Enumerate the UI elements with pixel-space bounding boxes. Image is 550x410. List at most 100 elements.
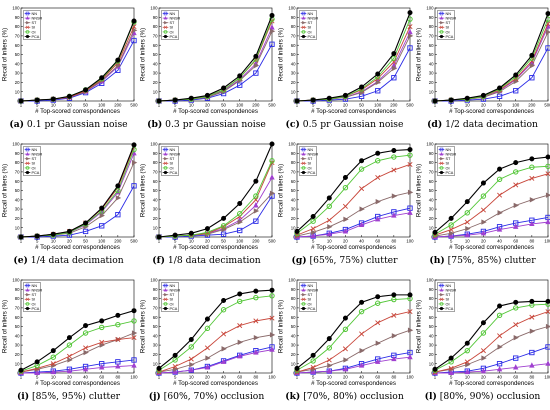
y-tick-label: 40: [153, 333, 158, 338]
x-tick-label: 5: [312, 103, 315, 108]
y-tick-label: 60: [153, 179, 158, 184]
point-nnsr-2: [326, 367, 332, 374]
legend-label-si: SI: [308, 26, 312, 30]
point-pca-7: [269, 287, 275, 293]
point-pca-5: [375, 150, 381, 156]
point-pca-6: [253, 53, 259, 59]
y-tick-label: 40: [15, 197, 20, 202]
y-tick-label: 40: [429, 197, 434, 202]
point-si-2: [50, 361, 56, 367]
series-st: [294, 189, 414, 239]
series-line-st: [434, 194, 549, 237]
legend-label-st: ST: [32, 21, 38, 25]
point-nn-6: [253, 218, 259, 224]
legend-marker-oi: [25, 166, 30, 170]
y-axis-label: Recall of inliers (%): [278, 164, 285, 217]
legend-marker-oi: [25, 302, 30, 306]
point-nnsr-5: [375, 216, 381, 222]
series-nnsr: [156, 346, 275, 376]
y-tick-label: 40: [153, 61, 158, 66]
point-pca-1: [34, 233, 40, 239]
point-nnsr-1: [34, 369, 40, 376]
y-tick-label: 100: [288, 278, 296, 283]
legend-marker-si: [301, 297, 306, 301]
point-pca-6: [529, 298, 535, 304]
point-nnsr-5: [513, 223, 519, 229]
y-tick-label: 30: [291, 207, 296, 212]
point-nnsr-2: [464, 368, 470, 375]
legend-label-nnsr: NNSR: [170, 153, 181, 157]
legend-label-st: ST: [170, 293, 176, 297]
legend-label-st: ST: [170, 157, 176, 161]
x-axis-label: # Top-scored correspondences: [35, 108, 120, 115]
caption-text: [65%, 75%) clutter: [306, 255, 398, 266]
series-line-nnsr: [435, 363, 549, 374]
x-tick-label: 100: [268, 375, 276, 380]
x-tick-label: 100: [98, 239, 106, 244]
y-tick-label: 100: [426, 278, 434, 283]
point-si-5: [513, 182, 519, 188]
point-pca-0: [18, 367, 24, 373]
y-axis-label: Recall of inliers (%): [278, 300, 285, 353]
point-pca-7: [269, 12, 275, 18]
y-tick-label: 70: [291, 306, 296, 311]
y-tick-label: 50: [153, 188, 158, 193]
y-tick-label: 10: [429, 361, 434, 366]
legend-marker-nn: [301, 11, 306, 16]
legend-label-nnsr: NNSR: [446, 153, 457, 157]
point-st-6: [529, 197, 536, 203]
x-tick-label: 10: [465, 375, 470, 380]
series-line-pca: [434, 156, 549, 233]
point-pca-4: [497, 303, 503, 309]
legend-label-st: ST: [32, 157, 38, 161]
y-tick-label: 80: [15, 24, 20, 29]
point-si-6: [253, 318, 259, 324]
y-tick-label: 40: [15, 61, 20, 66]
point-oi-5: [237, 211, 243, 217]
legend-label-nn: NN: [32, 12, 38, 16]
x-axis-label: # Top-scored correspondences: [311, 380, 396, 387]
point-pca-5: [513, 72, 519, 78]
point-si-7: [545, 171, 550, 177]
series-si: [294, 309, 413, 375]
y-tick-label: 60: [291, 179, 296, 184]
legend-label-oi: OI: [446, 166, 450, 170]
x-tick-label: 20: [481, 239, 486, 244]
legend-marker-oi: [25, 30, 30, 34]
point-oi-5: [513, 169, 519, 175]
point-si-1: [172, 363, 178, 370]
point-pca-2: [326, 95, 332, 101]
series-line-nnsr: [434, 221, 549, 238]
legend-marker-nn: [439, 147, 444, 152]
legend-label-st: ST: [170, 21, 176, 25]
point-pca-7: [269, 141, 275, 147]
y-tick-label: 20: [429, 216, 434, 221]
y-tick-label: 70: [153, 170, 158, 175]
series-line-st: [296, 191, 411, 237]
caption-text: 1/2 data decimation: [442, 119, 538, 130]
legend-marker-oi: [301, 30, 306, 34]
x-tick-label: 5: [174, 239, 177, 244]
point-pca-1: [172, 97, 178, 103]
point-si-6: [529, 175, 535, 181]
series-line-st: [158, 334, 273, 373]
series-line-pca: [158, 289, 273, 369]
series-line-pca: [296, 12, 411, 102]
legend-label-oi: OI: [446, 30, 450, 34]
x-tick-label: 5: [36, 375, 39, 380]
x-tick-label: 10: [51, 103, 56, 108]
legend-marker-si: [439, 297, 444, 301]
x-tick-label: 10: [189, 375, 194, 380]
y-axis-label: Recall of inliers (%): [416, 300, 423, 353]
y-tick-label: 80: [291, 296, 296, 301]
caption-label: (e): [13, 255, 28, 266]
y-tick-label: 90: [429, 287, 434, 292]
legend-marker-nn: [25, 147, 30, 152]
